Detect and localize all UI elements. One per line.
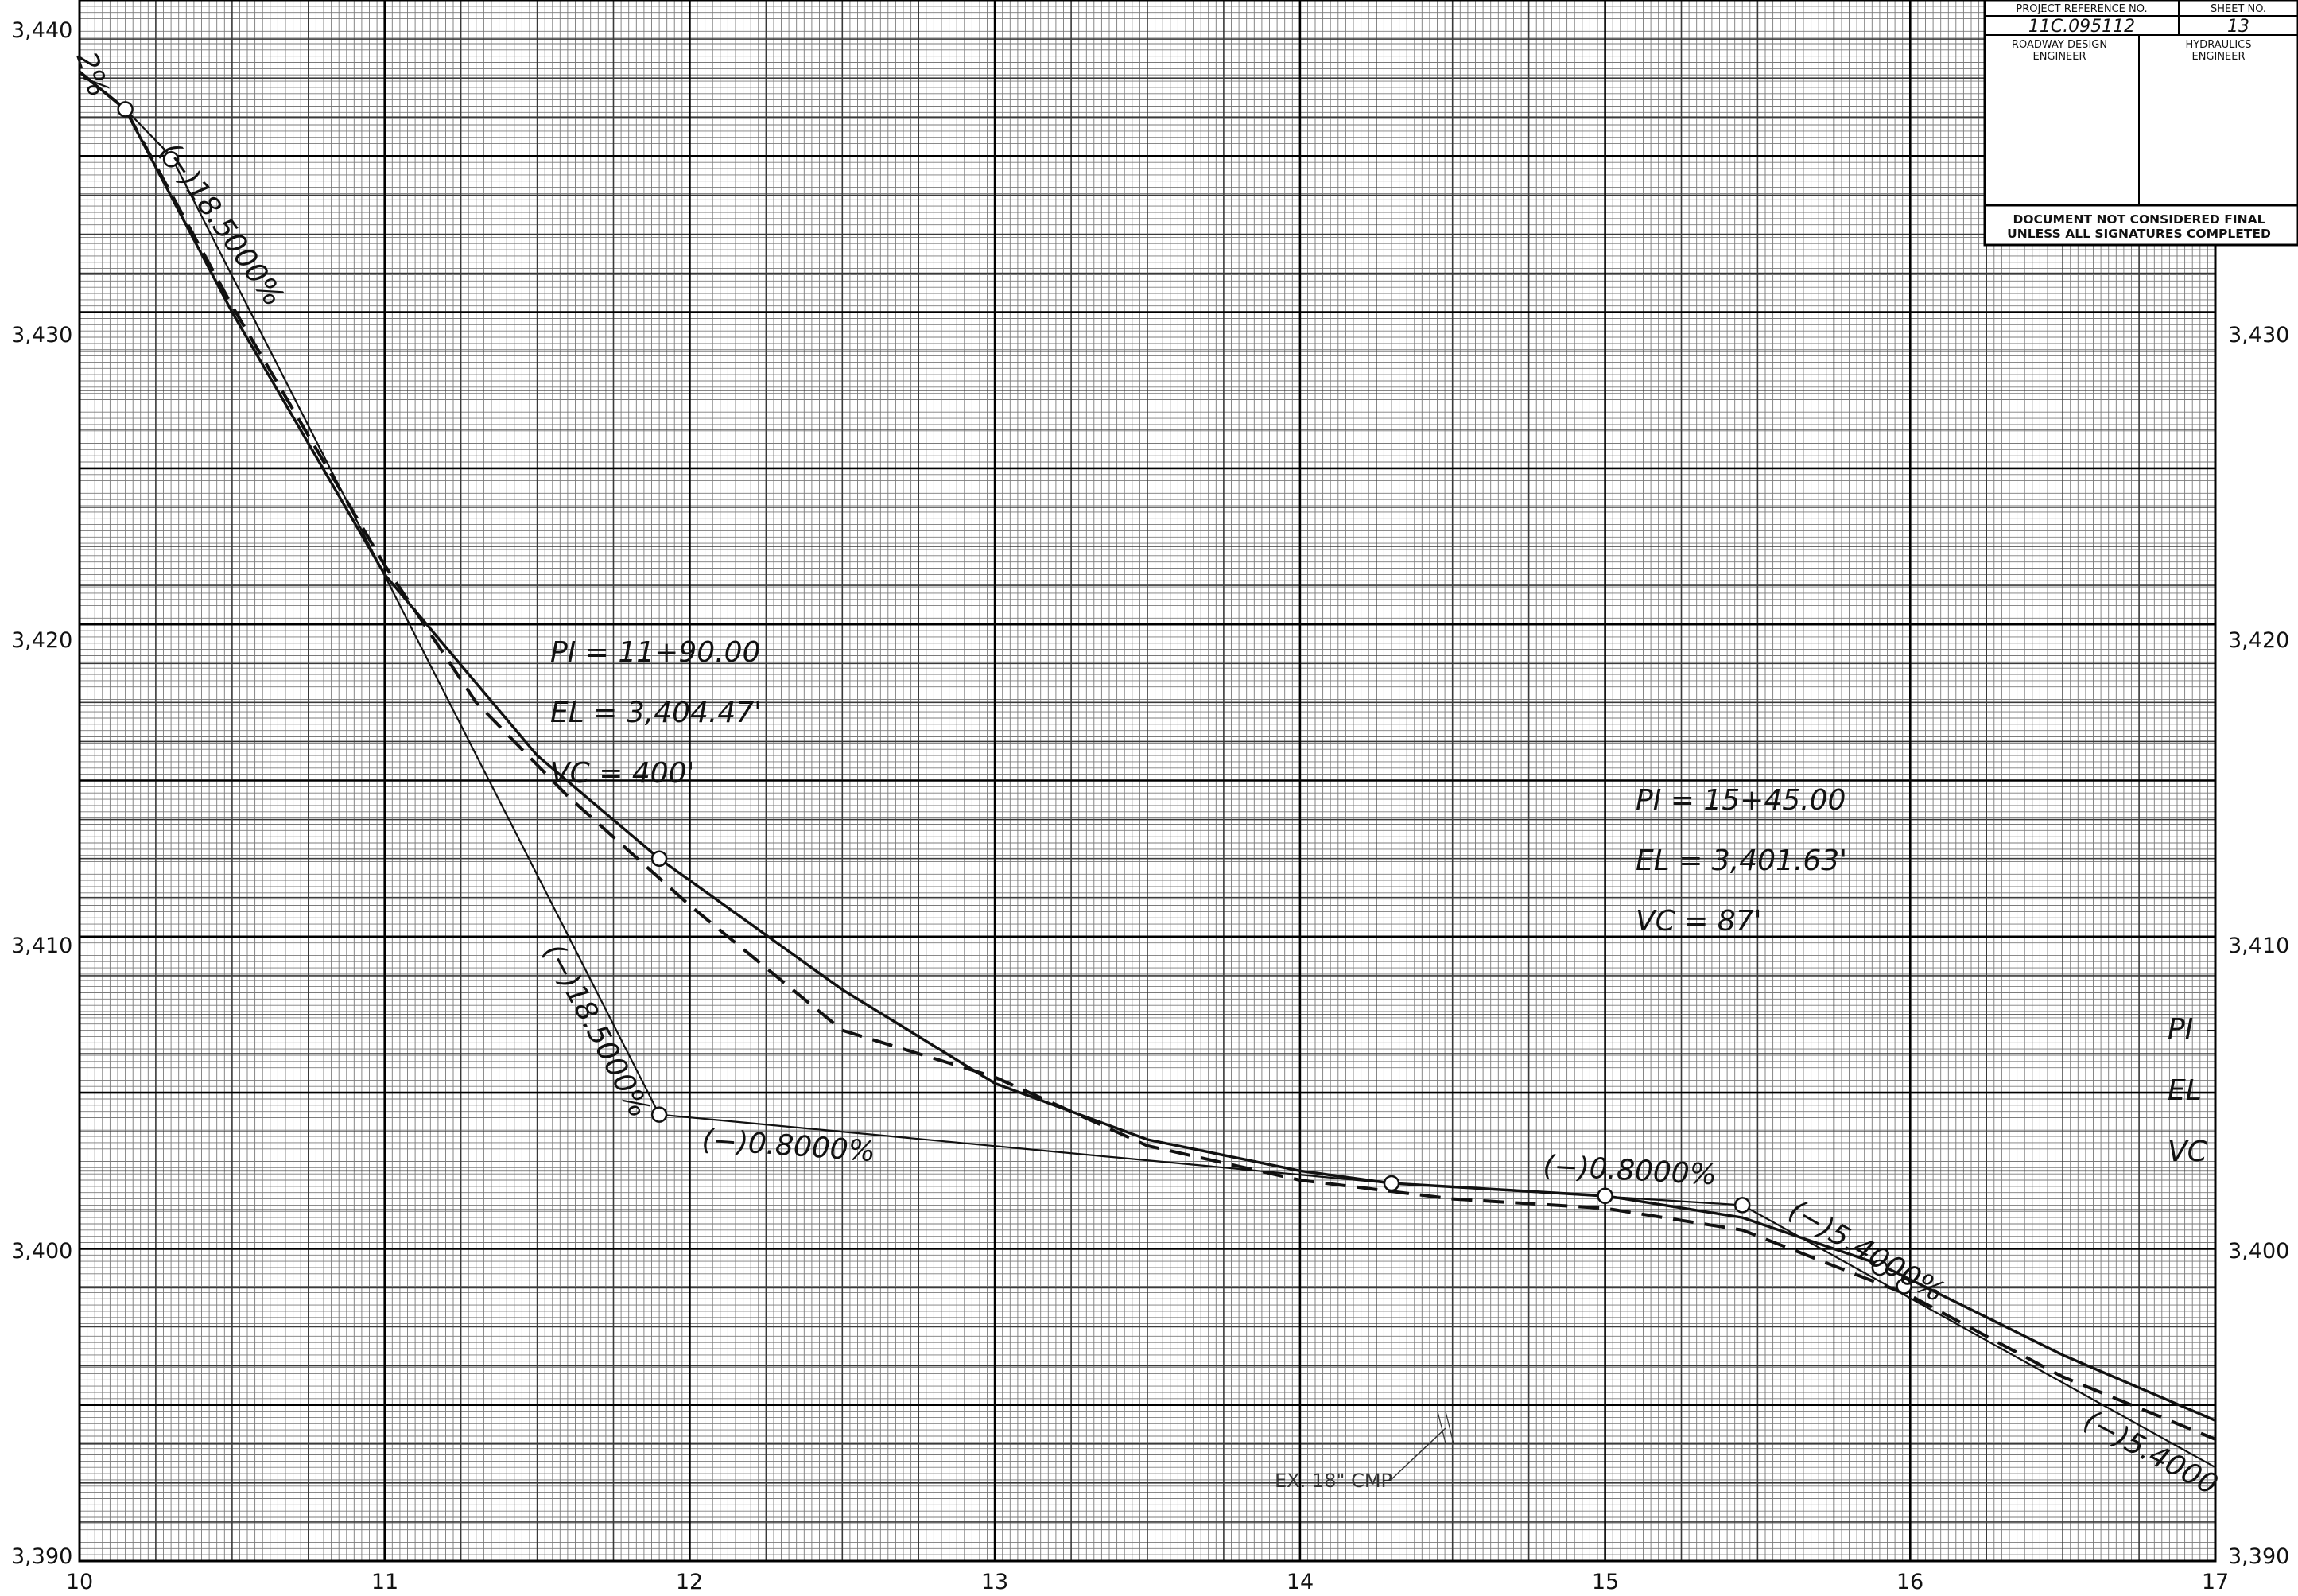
control-point-marker (650, 1106, 668, 1123)
pi-callout-1: PI = 11+90.00 EL = 3,404.47' VC = 400' (550, 636, 762, 790)
pi-station: PI = 15+45.00 (1636, 784, 1846, 817)
y-tick-label-right: 3,430 (2228, 323, 2289, 348)
control-point-marker (162, 150, 180, 168)
disclaimer-text: UNLESS ALL SIGNATURES COMPLETED (2007, 227, 2271, 241)
existing-ground-line (78, 70, 2216, 1441)
y-tick-label: 3,410 (11, 934, 72, 958)
sheet-no-value: 13 (2227, 17, 2249, 37)
title-block: PROJECT REFERENCE NO. SHEET NO. 11C.0951… (1983, 0, 2298, 247)
project-reference-label: PROJECT REFERENCE NO. (2016, 3, 2147, 15)
disclaimer-text: DOCUMENT NOT CONSIDERED FINAL (2013, 212, 2265, 227)
pi-callout-3: PI EL VC (2168, 1013, 2215, 1168)
pi-callout-2: PI = 15+45.00 EL = 3,401.63' VC = 87' (1636, 784, 1847, 938)
y-tick-label: 3,400 (11, 1239, 72, 1264)
proposed-grade-line (78, 70, 2216, 1422)
x-tick-label: 17 (2202, 1570, 2229, 1594)
plot-frame (78, 0, 2217, 1563)
control-point-marker (650, 850, 668, 867)
control-point-marker (1597, 1187, 1613, 1204)
pi-vertical-curve: VC (2168, 1136, 2208, 1168)
vertical-control-points (117, 101, 1912, 1295)
pi-station: PI = 11+90.00 (550, 636, 760, 669)
y-tick-label-right: 3,420 (2228, 628, 2289, 653)
y-tick-label: 3,430 (11, 323, 72, 348)
x-tick-label: 16 (1896, 1570, 1923, 1594)
y-tick-label: 3,440 (11, 18, 72, 43)
culvert-marker: EX. 18" CMP (1275, 1411, 1454, 1492)
y-tick-label: 3,420 (11, 628, 72, 653)
control-point-marker (1896, 1278, 1912, 1295)
y-tick-label-right: 3,400 (2228, 1239, 2289, 1264)
roadway-engineer-label: ENGINEER (2032, 51, 2086, 63)
hydraulics-engineer-label: ENGINEER (2191, 51, 2245, 63)
control-point-marker (1871, 1259, 1888, 1276)
roadway-engineer-label: ROADWAY DESIGN (2012, 39, 2107, 51)
sheet-no-label: SHEET NO. (2211, 3, 2266, 15)
y-axis-right: 3,430 3,420 3,410 3,400 3,390 (2228, 323, 2289, 1569)
control-point-marker (1733, 1197, 1751, 1214)
pi-vertical-curve: VC = 87' (1636, 905, 1762, 938)
culvert-note: EX. 18" CMP (1275, 1470, 1392, 1492)
control-point-marker (117, 101, 134, 118)
y-axis-left: 3,440 3,430 3,420 3,410 3,400 3,390 (11, 18, 72, 1569)
x-tick-label: 11 (371, 1570, 398, 1594)
pi-vertical-curve: VC = 400' (550, 757, 694, 790)
pi-elevation: EL = 3,404.47' (550, 697, 762, 729)
x-tick-label: 12 (676, 1570, 703, 1594)
x-tick-label: 10 (66, 1570, 93, 1594)
x-tick-label: 14 (1287, 1570, 1314, 1594)
x-tick-label: 13 (981, 1570, 1008, 1594)
control-point-marker (1383, 1175, 1400, 1192)
y-tick-label-right: 3,390 (2228, 1544, 2289, 1569)
x-axis: 10 11 12 13 14 15 16 17 (66, 1570, 2229, 1594)
pi-station: PI (2168, 1013, 2193, 1046)
pi-elevation: EL (2168, 1074, 2202, 1107)
y-tick-label-right: 3,410 (2228, 934, 2289, 958)
project-reference-value: 11C.095112 (2028, 17, 2135, 37)
x-tick-label: 15 (1592, 1570, 1619, 1594)
pi-elevation: EL = 3,401.63' (1636, 845, 1847, 877)
y-tick-label: 3,390 (11, 1544, 72, 1569)
hydraulics-engineer-label: HYDRAULICS (2185, 39, 2251, 51)
